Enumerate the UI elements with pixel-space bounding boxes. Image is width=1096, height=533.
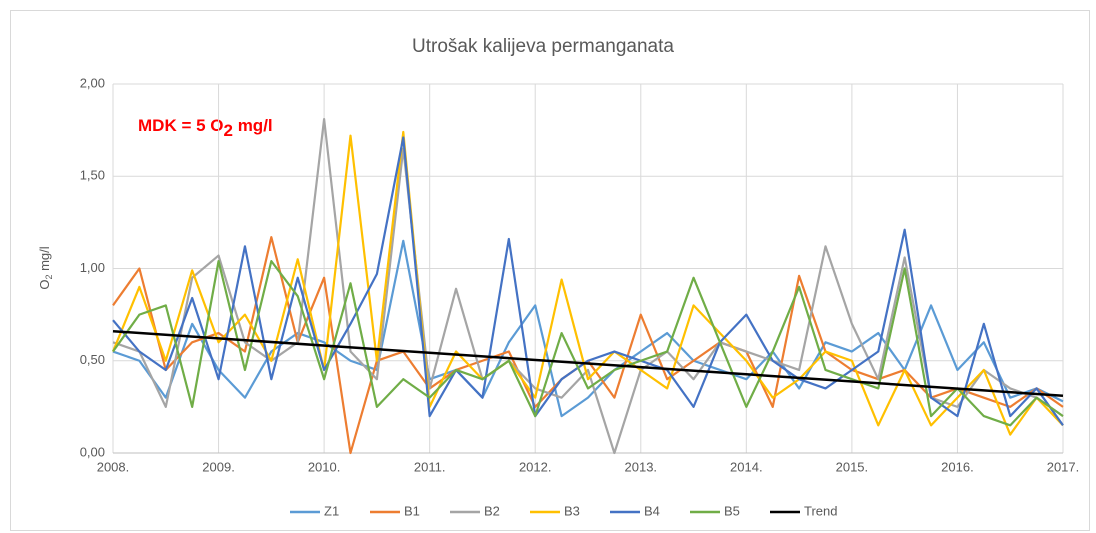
legend-label: B1 <box>404 503 420 518</box>
y-axis-label: O2 mg/l <box>37 246 54 289</box>
legend-label: B2 <box>484 503 500 518</box>
y-tick-label: 1,00 <box>80 260 105 275</box>
y-tick-label: 0,00 <box>80 444 105 459</box>
y-label-rest: mg/l <box>37 246 52 274</box>
x-tick-label: 2016. <box>941 459 974 474</box>
x-tick-label: 2011. <box>414 459 446 474</box>
y-tick-label: 0,50 <box>80 352 105 367</box>
chart-border <box>10 10 1090 531</box>
legend-label: Trend <box>804 503 837 518</box>
series-line <box>112 136 1064 426</box>
series-line <box>111 130 1064 436</box>
annotation-rest: mg/l <box>233 116 273 135</box>
x-tick-label: 2010. <box>308 459 341 474</box>
legend-label: B4 <box>644 503 660 518</box>
legend-label: B3 <box>564 503 580 518</box>
x-tick-label: 2017. <box>1047 459 1080 474</box>
y-label-main: O <box>37 280 52 290</box>
trend-line <box>112 329 1064 398</box>
x-tick-label: 2015. <box>836 459 869 474</box>
annotation: MDK = 5 O2 mg/l <box>138 116 273 140</box>
x-tick-label: 2014. <box>730 459 763 474</box>
chart-title: Utrošak kalijeva permanganata <box>412 36 674 57</box>
x-tick-label: 2008. <box>97 459 130 474</box>
x-tick-label: 2013. <box>625 459 658 474</box>
annotation-sub: 2 <box>224 121 233 140</box>
x-tick-label: 2012. <box>519 459 552 474</box>
series-line <box>112 260 1064 427</box>
y-label-sub: 2 <box>44 275 54 280</box>
legend-label: Z1 <box>324 503 339 518</box>
y-tick-label: 2,00 <box>80 75 105 90</box>
y-tick-label: 1,50 <box>80 168 105 183</box>
x-tick-label: 2009. <box>202 459 235 474</box>
annotation-main: MDK = 5 O <box>138 116 224 135</box>
legend-label: B5 <box>724 503 740 518</box>
